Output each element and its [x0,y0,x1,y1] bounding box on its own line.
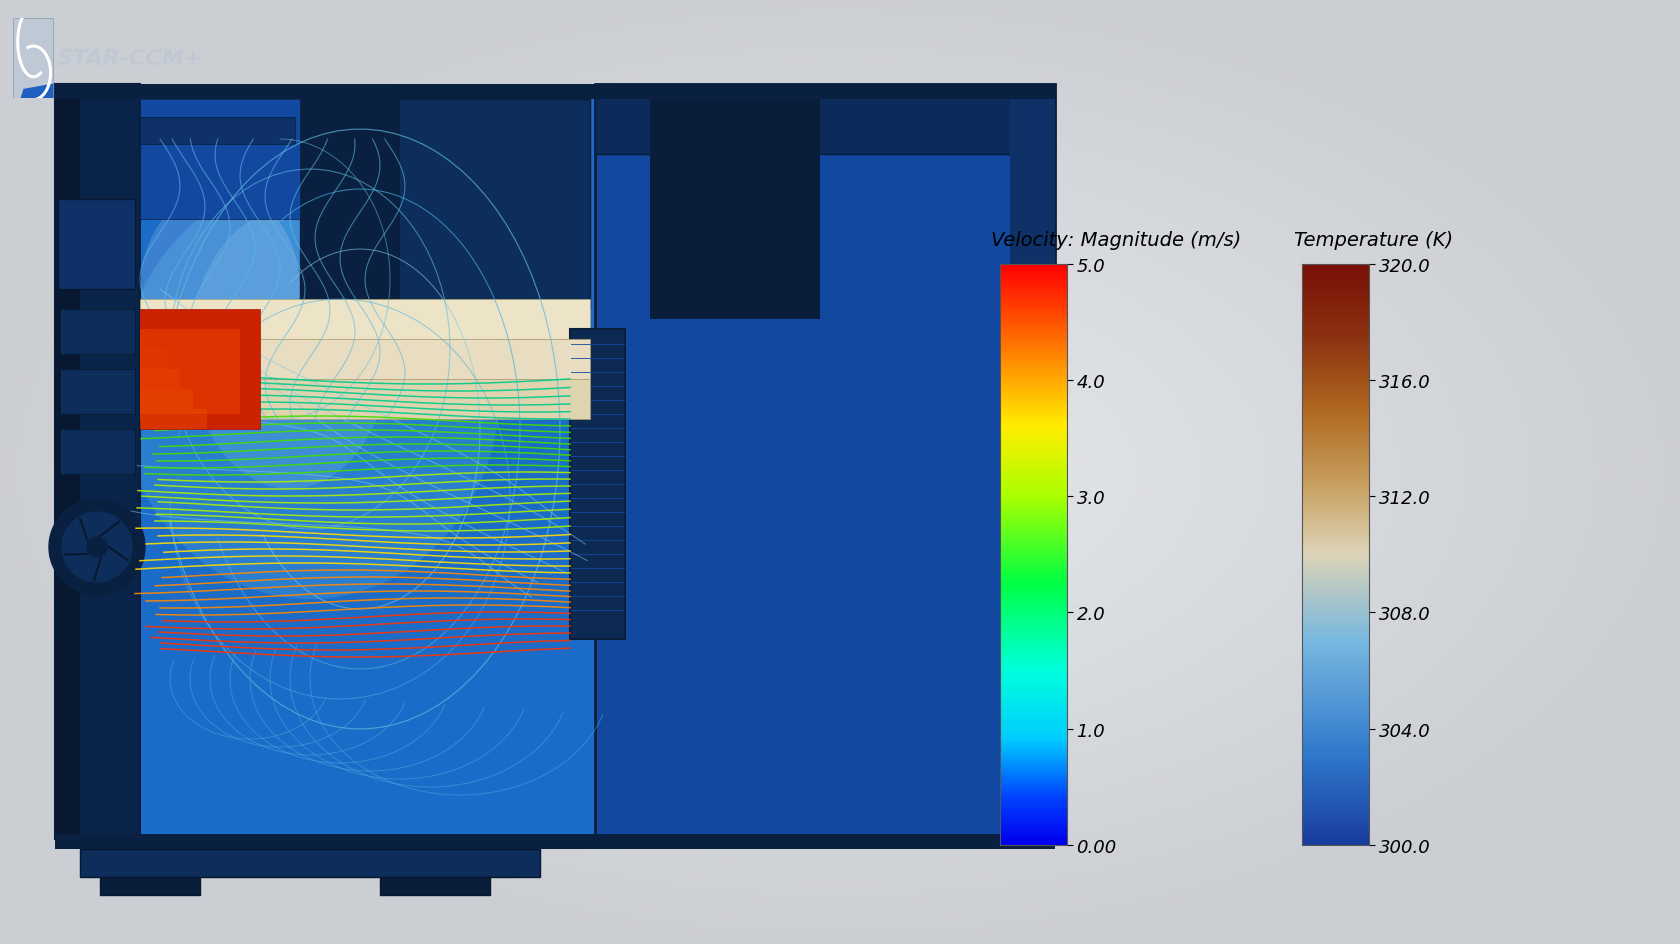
Polygon shape [101,877,200,895]
Polygon shape [60,310,134,355]
Polygon shape [55,834,1055,849]
Ellipse shape [119,179,501,599]
Polygon shape [570,329,595,619]
Polygon shape [139,95,595,839]
Polygon shape [380,877,491,895]
Polygon shape [139,310,260,430]
Polygon shape [139,299,590,340]
Polygon shape [59,200,134,290]
Ellipse shape [190,210,390,490]
Polygon shape [60,370,134,414]
Polygon shape [595,85,1055,839]
Polygon shape [139,379,590,419]
Polygon shape [301,100,400,310]
Polygon shape [55,85,1055,100]
Polygon shape [570,329,625,639]
Polygon shape [139,329,240,414]
Polygon shape [139,390,193,410]
Polygon shape [139,370,180,390]
Polygon shape [595,100,1010,834]
Text: STAR-CCM+: STAR-CCM+ [57,49,203,69]
Polygon shape [20,84,54,99]
Polygon shape [139,340,590,379]
Polygon shape [60,430,134,475]
Polygon shape [139,100,301,220]
Bar [13,19,54,99]
Polygon shape [62,513,133,582]
Polygon shape [650,85,820,320]
Polygon shape [139,118,296,144]
Polygon shape [81,849,539,877]
Polygon shape [139,349,166,370]
Polygon shape [55,85,139,839]
Polygon shape [1010,85,1055,839]
Polygon shape [139,410,207,430]
Ellipse shape [139,190,301,390]
Polygon shape [49,499,144,596]
Text: Temperature (K): Temperature (K) [1294,231,1453,250]
Text: Velocity: Magnitude (m/s): Velocity: Magnitude (m/s) [991,231,1242,250]
Polygon shape [87,537,108,557]
Polygon shape [595,85,1055,155]
Polygon shape [55,85,81,839]
Polygon shape [301,100,590,310]
